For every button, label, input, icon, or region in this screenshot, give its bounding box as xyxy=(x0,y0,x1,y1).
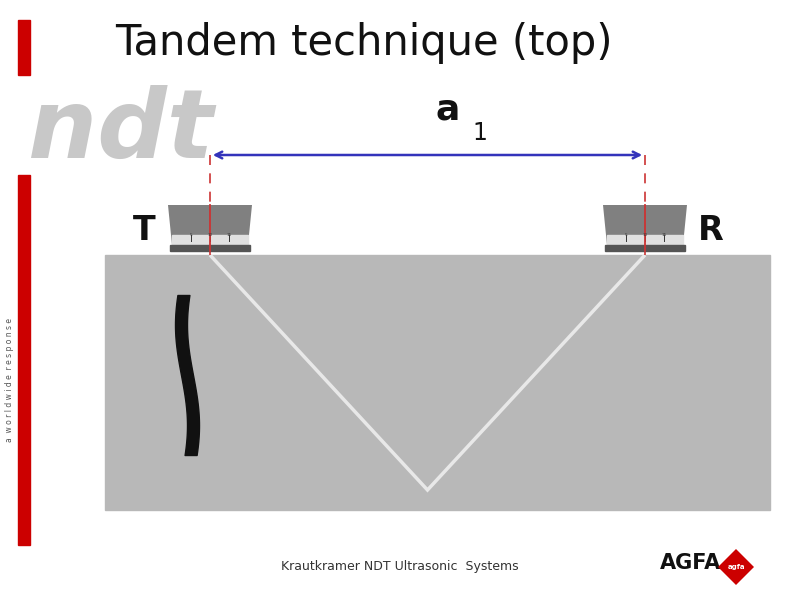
Text: R: R xyxy=(698,214,724,247)
Polygon shape xyxy=(168,205,252,245)
Text: 10: 10 xyxy=(642,233,647,237)
Text: ndt: ndt xyxy=(28,85,214,178)
Text: a: a xyxy=(435,93,460,127)
Text: Tandem technique (top): Tandem technique (top) xyxy=(115,22,613,64)
Text: 10: 10 xyxy=(207,233,213,237)
Bar xyxy=(105,255,770,510)
Bar xyxy=(607,235,683,245)
Polygon shape xyxy=(603,205,687,245)
Bar xyxy=(605,245,685,251)
Text: 5: 5 xyxy=(625,233,627,237)
Text: a  w o r l d w i d e  r e s p o n s e: a w o r l d w i d e r e s p o n s e xyxy=(6,318,14,442)
Bar xyxy=(18,20,30,75)
Text: AGFA: AGFA xyxy=(660,553,722,573)
Bar xyxy=(170,245,250,251)
Text: Krautkramer NDT Ultrasonic  Systems: Krautkramer NDT Ultrasonic Systems xyxy=(281,560,519,573)
Bar xyxy=(172,235,248,245)
Text: 15: 15 xyxy=(662,233,666,237)
Text: 1: 1 xyxy=(472,121,487,145)
Text: T: T xyxy=(133,214,155,247)
Bar xyxy=(18,175,30,545)
Polygon shape xyxy=(718,549,754,585)
Text: 15: 15 xyxy=(226,233,231,237)
Text: 5: 5 xyxy=(190,233,192,237)
Text: agfa: agfa xyxy=(727,564,745,570)
